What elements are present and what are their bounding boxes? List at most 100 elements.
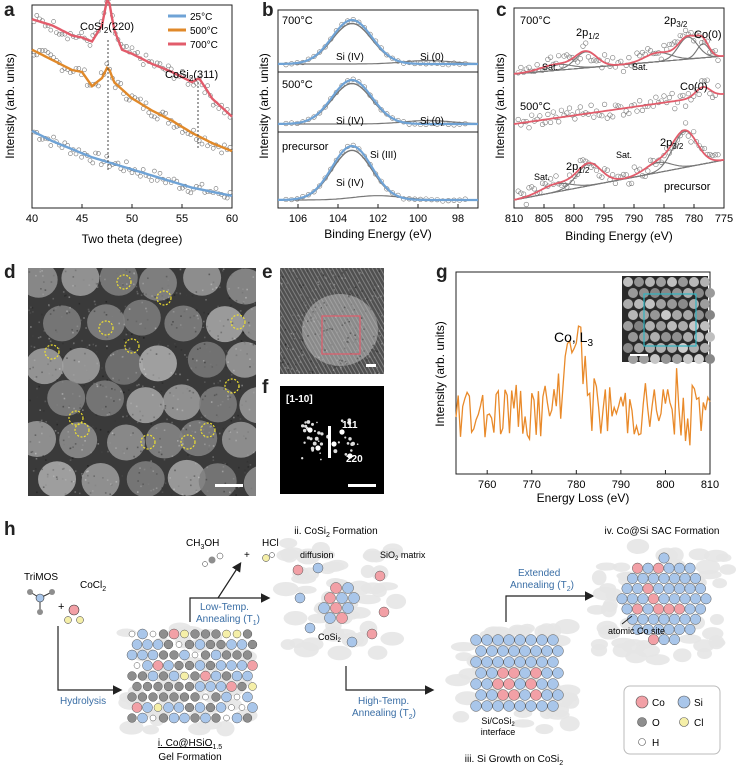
xps-co-point: [618, 58, 624, 64]
panel-label-b: b: [262, 0, 274, 21]
noise-pixel: [185, 476, 188, 479]
hcl-molecule: [262, 552, 275, 562]
xps-co-xlabel: Binding Energy (eV): [565, 229, 672, 243]
noise-pixel: [74, 443, 77, 445]
cosi2-atom: [336, 592, 348, 604]
legend-h: H: [652, 738, 659, 749]
noise-pixel: [234, 427, 237, 430]
lattice-fringe: [295, 268, 357, 374]
inset-particle: [661, 354, 671, 364]
xps-co-point: [634, 50, 640, 56]
noise-pixel: [143, 368, 146, 371]
noise-pixel: [110, 483, 112, 485]
noise-pixel: [356, 357, 359, 360]
inset-particle: [645, 321, 655, 331]
noise-pixel: [314, 355, 316, 358]
noise-pixel: [252, 391, 255, 394]
noise-pixel: [225, 350, 228, 352]
noise-pixel: [153, 416, 155, 419]
matrix-blob: [452, 711, 470, 723]
xrd-point: [154, 116, 160, 122]
noise-pixel: [301, 349, 303, 352]
matrix-blob: [445, 673, 471, 687]
noise-pixel: [242, 435, 245, 437]
noise-pixel: [333, 313, 336, 316]
gel-atom: [180, 629, 189, 639]
noise-pixel: [93, 310, 96, 313]
cosi2-atom: [342, 582, 354, 594]
noise-pixel: [363, 328, 365, 330]
noise-pixel: [312, 311, 314, 313]
matrix-blob: [601, 601, 617, 618]
panel-label-e: e: [262, 262, 273, 283]
noise-pixel: [33, 346, 36, 349]
xps-co-point: [715, 83, 721, 89]
noise-pixel: [309, 370, 312, 373]
noise-pixel: [294, 358, 297, 360]
xrd-point: [118, 81, 124, 86]
growth-atom: [525, 700, 537, 712]
matrix-blob: [279, 537, 298, 549]
xrd-point: [177, 186, 182, 191]
noise-pixel: [93, 475, 95, 477]
noise-pixel: [333, 288, 335, 291]
eels-chart: 760 770 780 790 800 810 Co, L3 Energy Loss (e…: [433, 271, 719, 505]
noise-pixel: [348, 280, 350, 282]
gel-atom: [190, 671, 200, 681]
noise-pixel: [35, 274, 37, 277]
noise-pixel: [302, 325, 305, 328]
xrd-point: [84, 83, 90, 88]
xrd-point: [166, 63, 171, 69]
noise-pixel: [243, 341, 246, 343]
noise-pixel: [36, 387, 38, 390]
panel-label-c: c: [496, 0, 507, 21]
noise-pixel: [71, 457, 74, 460]
gel-atom: [200, 712, 211, 724]
noise-pixel: [346, 370, 349, 373]
sac-atom: [648, 613, 659, 625]
lattice-fringe: [280, 302, 321, 374]
noise-pixel: [67, 431, 69, 433]
xps-co-point: [710, 152, 716, 159]
noise-pixel: [195, 366, 197, 369]
xps-co-point: [637, 53, 643, 59]
noise-pixel: [150, 423, 152, 425]
noise-pixel: [28, 309, 30, 312]
noise-pixel: [158, 451, 160, 454]
noise-pixel: [113, 400, 115, 402]
sac-atom: [648, 572, 659, 584]
noise-pixel: [236, 431, 239, 434]
noise-pixel: [31, 450, 34, 453]
noise-pixel: [226, 386, 229, 389]
lattice-fringe: [363, 268, 384, 305]
noise-pixel: [252, 276, 255, 278]
noise-pixel: [292, 333, 295, 335]
noise-pixel: [146, 318, 149, 321]
noise-pixel: [363, 350, 365, 352]
noise-pixel: [99, 281, 102, 284]
xps-co-point: [593, 58, 600, 64]
xps-co-point: [526, 185, 532, 191]
inset-particle: [623, 343, 633, 353]
noise-pixel: [356, 349, 358, 352]
noise-pixel: [235, 299, 238, 302]
noise-pixel: [224, 462, 227, 465]
gel-atom: [137, 628, 148, 640]
xps-co-point: [626, 110, 632, 117]
single-atom-circle: [230, 314, 246, 330]
xrd-point: [171, 125, 177, 130]
gel-atom: [226, 660, 237, 671]
lattice-fringe: [280, 351, 293, 374]
xrd-point: [166, 120, 171, 126]
noise-pixel: [39, 336, 42, 338]
cosi2-atom: [324, 592, 336, 604]
inset-particle: [683, 332, 693, 342]
noise-pixel: [288, 272, 291, 274]
xrd-point: [138, 173, 143, 179]
xps-co-point: [572, 116, 578, 122]
xps-co-point: [526, 125, 532, 131]
gel-atom: [142, 702, 153, 713]
noise-pixel: [316, 318, 319, 321]
nanoparticle: [87, 304, 126, 341]
xrd-tick-label: 45: [76, 213, 88, 225]
